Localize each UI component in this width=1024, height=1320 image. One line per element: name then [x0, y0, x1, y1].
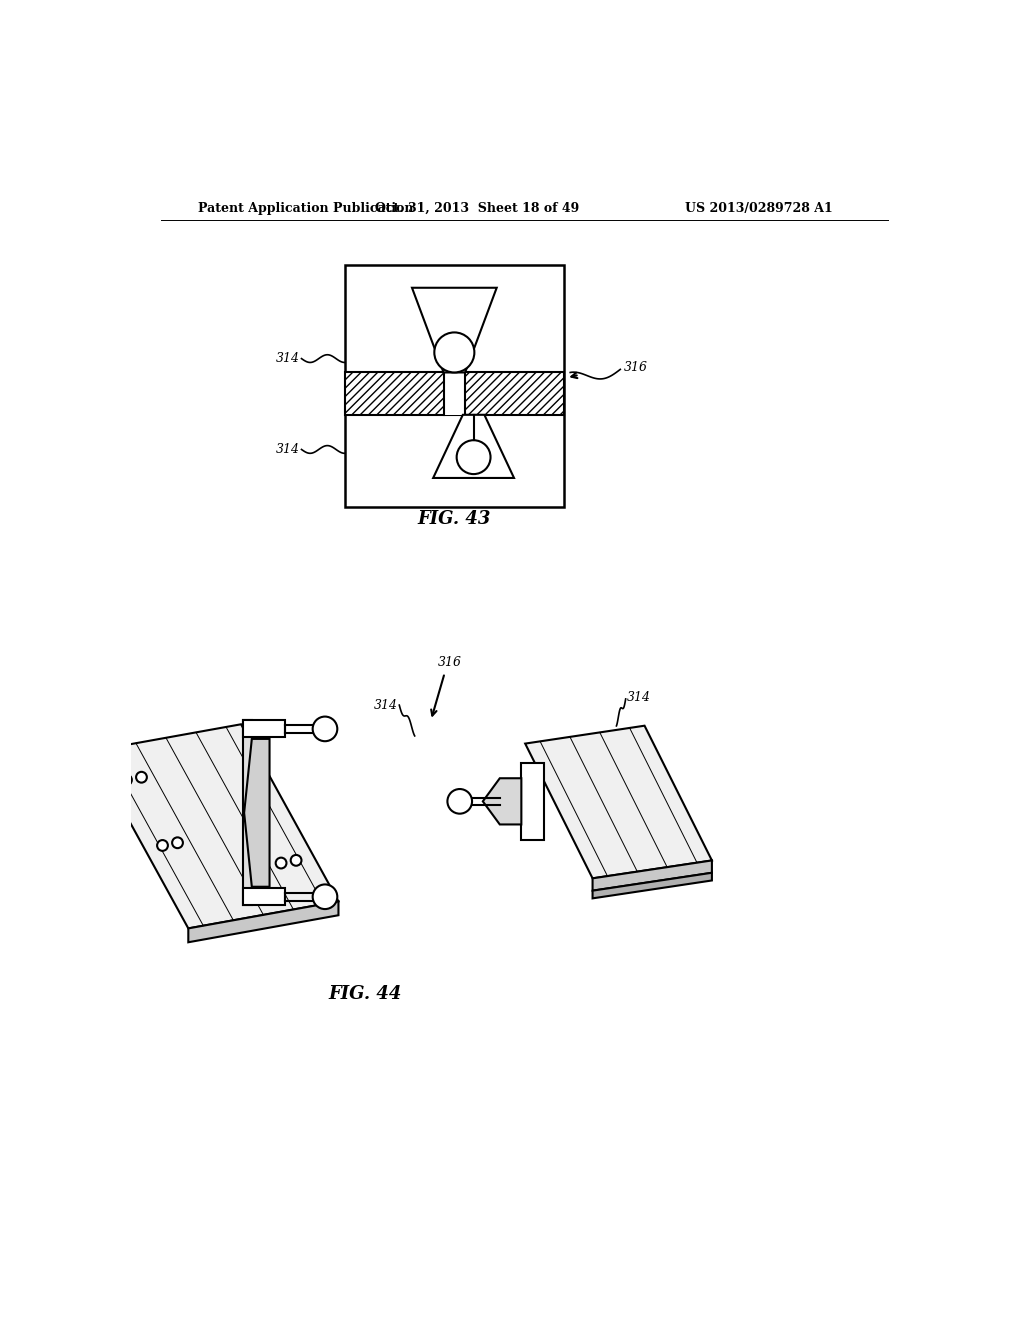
Bar	[243, 721, 252, 906]
Circle shape	[312, 884, 337, 909]
Polygon shape	[244, 739, 269, 887]
Circle shape	[172, 837, 183, 849]
Polygon shape	[593, 861, 712, 891]
Circle shape	[275, 858, 287, 869]
Circle shape	[121, 775, 132, 785]
Polygon shape	[433, 414, 514, 478]
Circle shape	[312, 717, 337, 742]
Text: 314: 314	[275, 352, 300, 366]
Text: Patent Application Publication: Patent Application Publication	[199, 202, 414, 215]
Bar	[243, 721, 285, 738]
Text: Oct. 31, 2013  Sheet 18 of 49: Oct. 31, 2013 Sheet 18 of 49	[375, 202, 580, 215]
Text: 316: 316	[438, 656, 462, 669]
Bar	[345, 264, 564, 507]
Circle shape	[434, 333, 474, 372]
Polygon shape	[412, 288, 497, 372]
Polygon shape	[483, 779, 521, 825]
Circle shape	[447, 789, 472, 813]
Text: 314: 314	[275, 444, 300, 455]
Polygon shape	[593, 873, 712, 899]
Circle shape	[136, 772, 146, 783]
Circle shape	[291, 855, 301, 866]
Bar	[345, 372, 564, 414]
Bar	[521, 763, 545, 840]
Polygon shape	[91, 725, 339, 928]
Bar	[443, 372, 465, 414]
Circle shape	[157, 840, 168, 851]
Text: FIG. 44: FIG. 44	[329, 985, 402, 1003]
Circle shape	[457, 441, 490, 474]
Text: 314: 314	[374, 698, 397, 711]
Polygon shape	[525, 726, 712, 878]
Text: FIG. 43: FIG. 43	[418, 510, 492, 528]
Text: US 2013/0289728 A1: US 2013/0289728 A1	[685, 202, 833, 215]
Polygon shape	[188, 902, 339, 942]
Bar	[243, 888, 285, 906]
Text: 314: 314	[628, 690, 651, 704]
Text: 316: 316	[624, 362, 647, 375]
